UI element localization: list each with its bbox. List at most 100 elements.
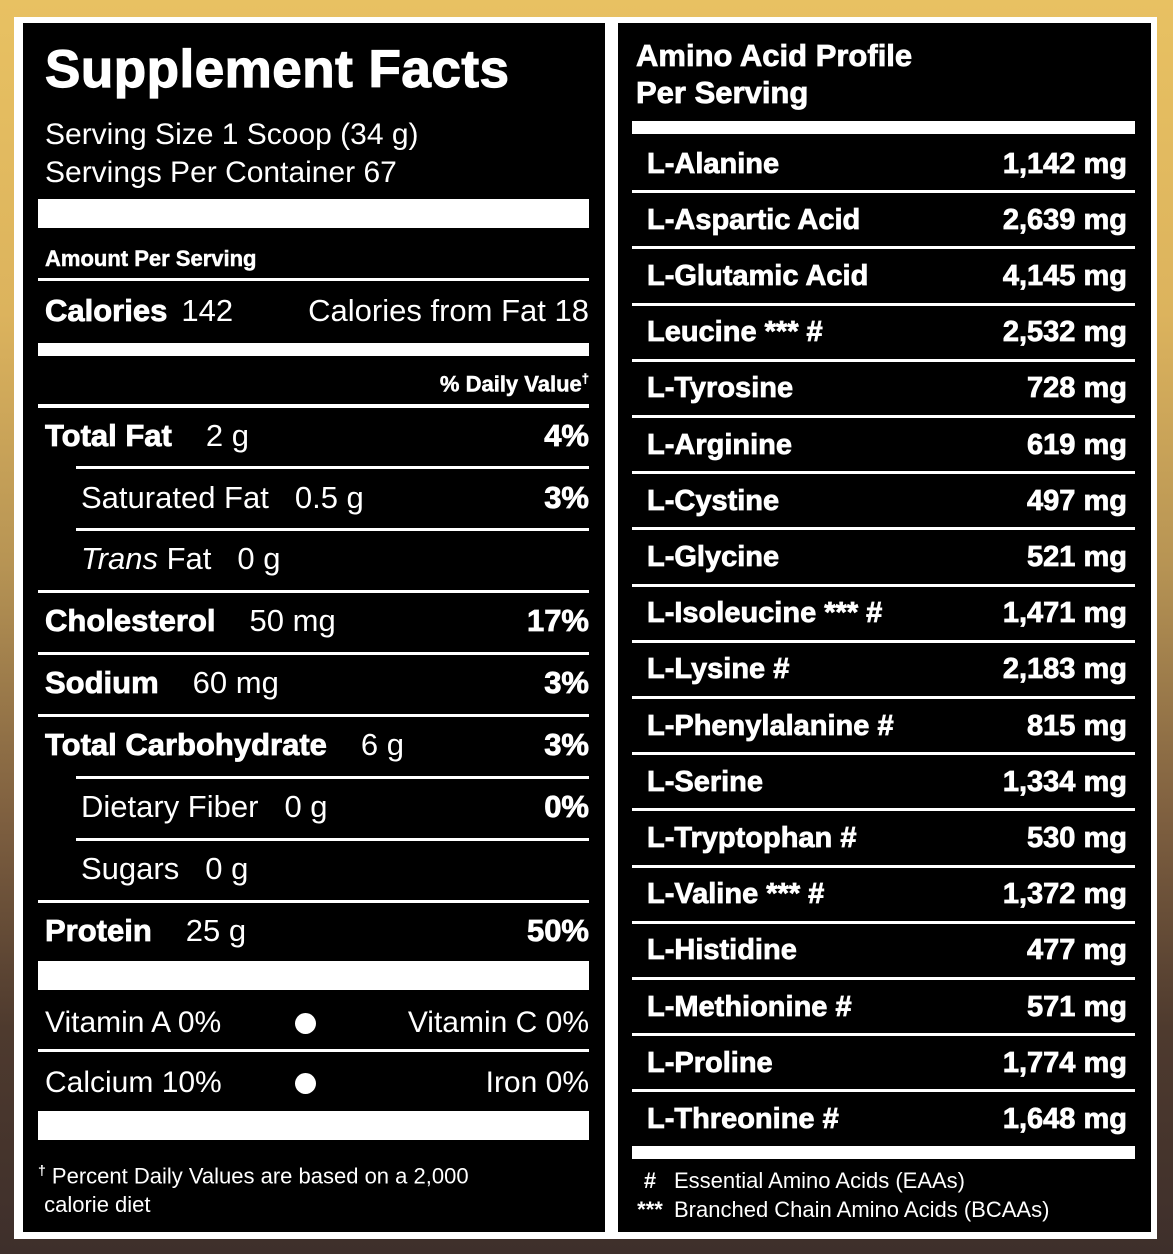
footnote: † Percent Daily Values are based on a 2,… <box>38 1162 469 1218</box>
amino-acid-name: L-Isoleucine *** # <box>647 597 883 630</box>
amino-acid-row: L-Tryptophan # 530 mg <box>647 810 1128 866</box>
divider <box>632 527 1135 531</box>
serving-size: Serving Size 1 Scoop (34 g) <box>45 118 419 151</box>
divider <box>632 302 1135 306</box>
amino-acid-row: L-Serine 1,334 mg <box>647 754 1128 810</box>
amino-acid-row: L-Valine *** # 1,372 mg <box>647 867 1128 923</box>
supplement-facts-panel: Supplement Facts Serving Size 1 Scoop (3… <box>23 23 605 1232</box>
divider <box>632 246 1135 250</box>
divider <box>76 838 589 841</box>
divider <box>632 639 1135 643</box>
divider <box>38 900 589 903</box>
amino-acid-row: L-Histidine 477 mg <box>647 923 1128 979</box>
divider <box>632 696 1135 699</box>
calories-label: Calories <box>45 293 168 329</box>
thick-divider <box>38 961 589 990</box>
divider <box>632 471 1135 475</box>
amino-acid-name: L-Aspartic Acid <box>647 203 861 236</box>
amino-acid-value: 521 mg <box>1027 540 1128 573</box>
amino-acid-value: 1,372 mg <box>1002 878 1127 911</box>
amino-acid-value: 728 mg <box>1027 372 1128 405</box>
amino-acid-name: L-Methionine # <box>647 990 852 1023</box>
amino-acid-name: L-Tryptophan # <box>647 821 857 854</box>
nutrient-row-total-carbohydrate: Total Carbohydrate 6 g 3% <box>45 727 590 763</box>
nutrient-row-total-fat: Total Fat 2 g 4% <box>45 418 590 454</box>
divider <box>632 920 1135 924</box>
divider <box>632 583 1135 587</box>
amino-acid-value: 2,639 mg <box>1002 203 1127 236</box>
amount-per-serving-label: Amount Per Serving <box>45 246 257 272</box>
supplement-facts-title: Supplement Facts <box>44 39 510 99</box>
amino-acid-row: L-Aspartic Acid 2,639 mg <box>647 192 1128 248</box>
divider <box>632 977 1135 980</box>
nutrient-row-sodium: Sodium 60 mg 3% <box>45 665 590 701</box>
amino-acid-row: L-Lysine # 2,183 mg <box>647 642 1128 698</box>
amino-acid-value: 2,532 mg <box>1002 316 1127 349</box>
divider <box>38 590 589 593</box>
nutrient-row-protein: Protein 25 g 50% <box>45 913 590 949</box>
amino-acid-value: 2,183 mg <box>1002 653 1127 686</box>
amino-acid-row: L-Alanine 1,142 mg <box>647 136 1128 192</box>
amino-acid-row: L-Methionine # 571 mg <box>647 979 1128 1035</box>
nutrient-row-dietary-fiber: Dietary Fiber 0 g 0% <box>81 789 589 825</box>
calories-from-fat: Calories from Fat 18 <box>308 293 589 328</box>
amino-acid-row: L-Glutamic Acid 4,145 mg <box>647 248 1128 304</box>
amino-acid-row: Leucine *** # 2,532 mg <box>647 305 1128 361</box>
amino-acid-row: L-Isoleucine *** # 1,471 mg <box>647 586 1128 642</box>
servings-per-container: Servings Per Container 67 <box>45 156 397 189</box>
amino-acid-value: 815 mg <box>1027 709 1128 742</box>
calories-row: Calories 142 Calories from Fat 18 <box>45 293 589 329</box>
divider <box>632 1033 1135 1037</box>
amino-acid-value: 619 mg <box>1027 428 1128 461</box>
divider <box>632 190 1135 194</box>
amino-acid-title: Amino Acid Profile Per Serving <box>636 38 913 111</box>
daily-value-header: % Daily Value† <box>439 371 590 397</box>
amino-acid-name: L-Tyrosine <box>647 372 794 405</box>
divider <box>76 528 589 531</box>
nutrient-row-sugars: Sugars 0 g <box>81 851 249 886</box>
amino-acid-row: L-Glycine 521 mg <box>647 529 1128 585</box>
medium-divider <box>632 1145 1135 1159</box>
divider <box>76 466 589 469</box>
nutrient-row-cholesterol: Cholesterol 50 mg 17% <box>45 603 590 639</box>
divider <box>38 404 589 408</box>
divider <box>76 776 589 779</box>
divider <box>38 714 589 717</box>
medium-divider <box>38 343 589 356</box>
amino-acid-name: L-Threonine # <box>647 1102 840 1135</box>
divider <box>38 278 589 281</box>
vitamin-row: Vitamin A 0% Vitamin C 0% <box>45 1006 589 1039</box>
bullet-icon <box>295 1072 316 1094</box>
amino-acid-row: L-Proline 1,774 mg <box>647 1035 1128 1091</box>
amino-acid-value: 571 mg <box>1027 990 1128 1023</box>
amino-acid-value: 1,142 mg <box>1002 147 1127 180</box>
amino-acid-value: 1,648 mg <box>1002 1102 1127 1135</box>
amino-acid-name: L-Glutamic Acid <box>647 259 869 292</box>
legend-bcaa: *** Branched Chain Amino Acids (BCAAs) <box>637 1197 1050 1222</box>
amino-acid-name: L-Valine *** # <box>647 878 825 911</box>
amino-acid-name: L-Lysine # <box>647 653 790 686</box>
nutrient-row-trans-fat: Trans Fat 0 g <box>81 541 281 576</box>
mineral-row: Calcium 10% Iron 0% <box>45 1066 589 1099</box>
amino-acid-value: 1,774 mg <box>1002 1046 1127 1079</box>
amino-acid-row: L-Cystine 497 mg <box>647 473 1128 529</box>
amino-acid-name: L-Proline <box>647 1046 773 1079</box>
amino-acid-row: L-Threonine # 1,648 mg <box>647 1091 1128 1147</box>
amino-acid-name: L-Histidine <box>647 934 798 967</box>
amino-acid-legend: # Essential Amino Acids (EAAs) *** Branche… <box>626 1166 1049 1224</box>
amino-acid-row: L-Tyrosine 728 mg <box>647 361 1128 417</box>
divider <box>632 864 1135 868</box>
divider <box>632 752 1135 756</box>
divider <box>632 415 1135 418</box>
amino-acid-row: L-Arginine 619 mg <box>647 417 1128 473</box>
legend-eaa: # Essential Amino Acids (EAAs) <box>643 1168 966 1193</box>
calories-value: 142 <box>181 293 234 328</box>
amino-acid-value: 477 mg <box>1027 934 1128 967</box>
medium-divider <box>632 121 1135 134</box>
divider <box>632 808 1135 812</box>
divider <box>38 652 589 655</box>
amino-acid-value: 1,471 mg <box>1002 597 1127 630</box>
amino-acid-name: L-Cystine <box>647 484 780 517</box>
nutrient-row-saturated-fat: Saturated Fat 0.5 g 3% <box>81 480 589 516</box>
divider <box>632 1089 1135 1093</box>
